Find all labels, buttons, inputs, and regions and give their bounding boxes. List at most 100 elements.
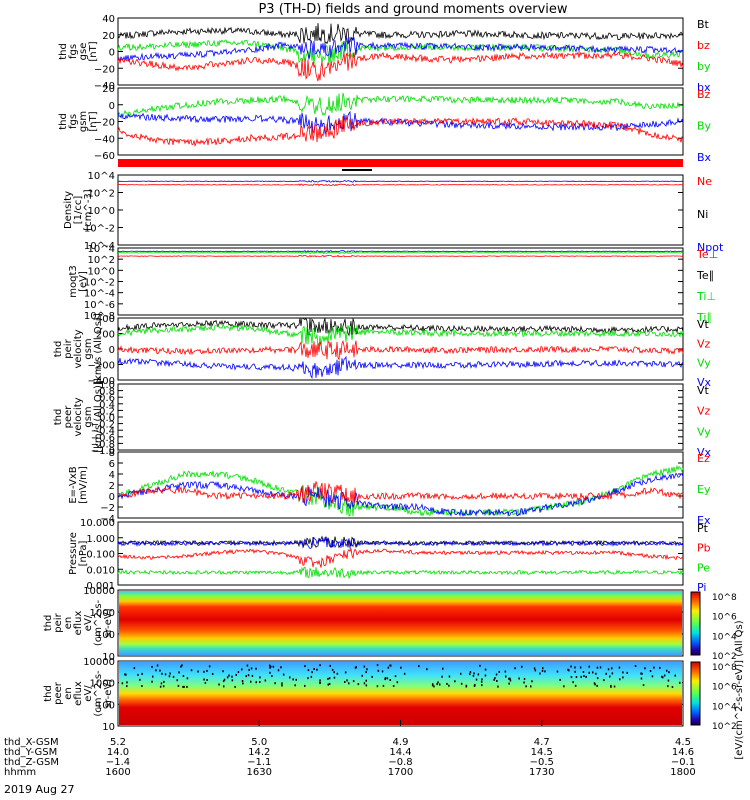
noise-dot: [176, 679, 178, 682]
noise-dot: [329, 664, 331, 667]
noise-dot: [183, 685, 185, 688]
y-tick-label: 10^-2: [84, 224, 115, 235]
y-label-line: gse: [78, 43, 89, 61]
noise-dot: [222, 670, 224, 673]
legend-npot: Npot: [697, 241, 724, 254]
colorbar-tick: 10^6: [712, 613, 737, 623]
noise-dot: [596, 677, 599, 680]
series-red: [117, 50, 684, 82]
x-row-value: 1600: [105, 767, 130, 778]
noise-dot: [525, 685, 527, 688]
noise-dot: [264, 679, 267, 682]
noise-dot: [250, 680, 252, 683]
noise-dot: [363, 665, 366, 668]
colorbar-strip: [690, 661, 701, 726]
y-label-line: [km/s (All Qs)]: [93, 313, 104, 385]
y-tick-label: 0.001: [86, 581, 115, 592]
y-tick-label: 40: [102, 14, 115, 25]
colorbar-tick: 10^6: [712, 683, 737, 693]
y-tick-label: 20: [102, 84, 115, 95]
noise-dot: [161, 672, 163, 675]
y-label-line: [nPa]: [78, 540, 89, 566]
noise-dot: [667, 685, 669, 688]
noise-dot: [475, 678, 478, 681]
series-red: [117, 481, 684, 505]
noise-dot: [234, 685, 236, 688]
noise-dot: [563, 685, 565, 688]
y-tick-label: 10^0: [88, 206, 115, 217]
y-label-line: eflux: [73, 681, 84, 706]
noise-dot: [156, 664, 159, 667]
noise-dot: [389, 679, 391, 681]
noise-dot: [574, 670, 576, 673]
noise-dot: [348, 682, 350, 685]
noise-dot: [255, 667, 257, 670]
noise-dot: [494, 677, 496, 680]
noise-dot: [169, 672, 171, 675]
series-green: [118, 251, 684, 255]
legend-te∥: Te∥: [696, 269, 714, 282]
x-row-value: 5.2: [110, 737, 126, 748]
legend-bz: Bz: [697, 88, 711, 101]
y-label-line: fgs: [68, 114, 79, 129]
panel-density: Density [1/cc] [cm^-3] 10^4 10^2 10^0 10^-2 10^…: [63, 171, 724, 254]
y-tick-label: −400: [88, 376, 115, 387]
series-blue: [117, 355, 684, 380]
noise-dot: [588, 665, 590, 668]
y-tick-label: 10^-2: [84, 278, 115, 289]
y-tick-label: 0: [109, 345, 115, 356]
y-tick-label: 0.6: [99, 393, 115, 404]
y-tick-label: 10^-4: [84, 289, 115, 300]
noise-dot: [603, 679, 605, 682]
panel-pressure: Pressure [nPa] 10.000 1.000 0.100 0.010 0.001 P…: [68, 518, 711, 594]
colorbar-tick: 10^4: [712, 702, 737, 712]
noise-dot: [667, 679, 670, 682]
y-tick-label: 1.000: [86, 534, 115, 545]
noise-dot: [151, 680, 153, 683]
noise-dot: [446, 682, 448, 685]
series-black: [117, 23, 684, 45]
x-row-value: 4.9: [393, 737, 409, 748]
noise-dot: [400, 666, 402, 669]
y-axis-label: thd peer en eflux eV/(cm^2-s-sr-eV): [43, 670, 114, 717]
noise-dot: [666, 669, 668, 672]
noise-dot: [126, 685, 128, 688]
legend-te⊥: Te⊥: [696, 248, 718, 261]
noise-dot: [327, 683, 329, 686]
colorbar: 10^810^610^410^210^810^610^410^2[eV/(cm^…: [690, 591, 745, 760]
x-row-value: 14.5: [531, 747, 553, 758]
noise-dot: [671, 686, 674, 688]
panel-peir_vel: thd peir velocity gsm [km/s (All Qs)]400 200 0…: [53, 313, 712, 389]
y-tick-label: 2: [109, 481, 115, 492]
y-tick-label: 0: [109, 48, 115, 59]
noise-dot: [218, 683, 220, 686]
y-axis-label: Pressure [nPa]: [68, 532, 89, 575]
series-black: [117, 535, 684, 549]
noise-dot: [653, 666, 655, 669]
x-row-label: thd_X-GSM: [4, 737, 59, 748]
noise-dot: [245, 675, 247, 678]
colorbar-tick: 10^8: [712, 663, 737, 673]
noise-dot: [531, 680, 533, 683]
noise-dot: [521, 665, 523, 668]
y-label-line: en: [63, 687, 74, 700]
y-label-line: thd: [43, 685, 54, 702]
noise-dot: [418, 665, 420, 668]
noise-dot: [211, 673, 214, 675]
panel-peir_spec: thd peir en eflux eV/(cm^2-s-sr-eV) 10000 1000…: [43, 586, 684, 663]
plot-date: 2019 Aug 27: [4, 783, 74, 796]
noise-dot: [441, 675, 443, 678]
y-label-line: Pressure: [68, 532, 79, 575]
y-label-line: [mV/m]: [78, 466, 89, 504]
noise-dot: [316, 668, 318, 671]
noise-dot: [346, 679, 348, 682]
y-label-line: sr-eV): [103, 608, 114, 637]
noise-dot: [659, 666, 661, 669]
noise-dot: [231, 675, 233, 678]
colorbar-tick: 10^8: [712, 593, 737, 603]
noise-dot: [277, 669, 280, 672]
noise-dot: [574, 684, 577, 687]
noise-dot: [125, 673, 127, 676]
noise-dot: [570, 665, 572, 668]
y-axis-label: Density [1/cc] [cm^-3]: [63, 189, 94, 230]
